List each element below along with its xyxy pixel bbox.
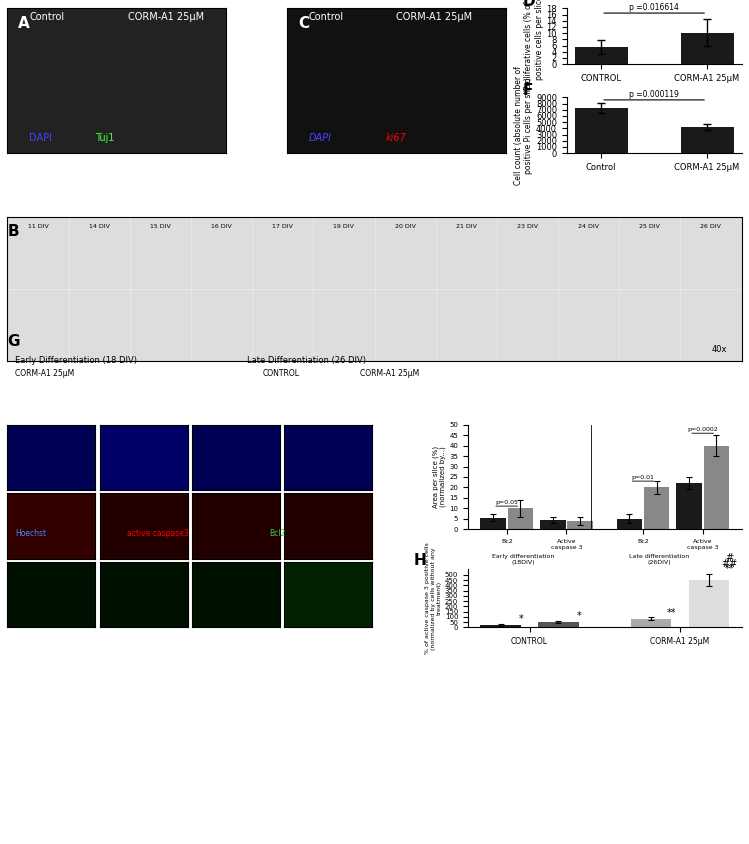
- Text: CORM-A1 25μM: CORM-A1 25μM: [127, 12, 204, 22]
- Text: Late differentiation
(26DIV): Late differentiation (26DIV): [629, 554, 689, 565]
- Text: p=0.0002: p=0.0002: [688, 427, 718, 432]
- Text: CORM-A1 25μM: CORM-A1 25μM: [396, 12, 473, 22]
- Text: CORM-A1 25μM: CORM-A1 25μM: [15, 369, 74, 377]
- Text: F: F: [523, 83, 533, 98]
- Text: G: G: [7, 334, 20, 349]
- Bar: [540, 520, 565, 529]
- Text: C: C: [298, 16, 309, 30]
- Text: DAPI: DAPI: [29, 133, 52, 143]
- Text: Early Differentiation (18 DIV): Early Differentiation (18 DIV): [15, 356, 137, 365]
- Bar: [539, 622, 579, 627]
- Bar: [480, 517, 506, 529]
- Y-axis label: Cell count (absolute number of
positive Pi cells per slice): Cell count (absolute number of positive …: [514, 66, 533, 185]
- Text: ki67: ki67: [386, 133, 406, 143]
- Text: 40x: 40x: [712, 345, 727, 354]
- Text: D: D: [523, 0, 536, 8]
- Y-axis label: Proliferative cells (% of Ki67
positive cells per slice): Proliferative cells (% of Ki67 positive …: [524, 0, 544, 90]
- Bar: [616, 518, 642, 529]
- Text: H: H: [413, 553, 426, 568]
- Bar: [574, 47, 628, 64]
- Bar: [703, 446, 729, 529]
- Text: 15 DIV: 15 DIV: [150, 224, 171, 229]
- Text: 24 DIV: 24 DIV: [578, 224, 599, 229]
- Text: CONTROL: CONTROL: [262, 369, 299, 377]
- Text: 25 DIV: 25 DIV: [640, 224, 660, 229]
- Text: p =0.000119: p =0.000119: [629, 90, 679, 100]
- Bar: [508, 508, 533, 529]
- Text: 20 DIV: 20 DIV: [395, 224, 416, 229]
- Text: Control: Control: [309, 12, 344, 22]
- Bar: [480, 625, 521, 627]
- Bar: [631, 619, 671, 627]
- Text: 26 DIV: 26 DIV: [700, 224, 721, 229]
- Text: *: *: [576, 611, 581, 621]
- Text: B: B: [7, 224, 19, 239]
- Text: ##: ##: [721, 560, 737, 570]
- Text: 11 DIV: 11 DIV: [28, 224, 49, 229]
- Text: A: A: [19, 16, 30, 30]
- Text: Control: Control: [29, 12, 64, 22]
- Text: #
**: # **: [724, 553, 734, 574]
- Text: **: **: [667, 608, 676, 618]
- Text: 16 DIV: 16 DIV: [211, 224, 232, 229]
- Text: 17 DIV: 17 DIV: [273, 224, 293, 229]
- Bar: [688, 580, 729, 627]
- Text: 23 DIV: 23 DIV: [517, 224, 538, 229]
- Bar: [681, 127, 733, 153]
- Text: Late Differentiation (26 DIV): Late Differentiation (26 DIV): [247, 356, 366, 365]
- Bar: [681, 33, 733, 64]
- Text: DAPI: DAPI: [309, 133, 332, 143]
- Text: Tuj1: Tuj1: [95, 133, 115, 143]
- Text: p =0.016614: p =0.016614: [629, 3, 679, 12]
- Y-axis label: Area per slice (%)
(normalized by...): Area per slice (%) (normalized by...): [432, 446, 446, 508]
- Text: active caspase3: active caspase3: [127, 529, 189, 538]
- Legend: CONTROL, CORM-A1 25μM: CONTROL, CORM-A1 25μM: [471, 579, 542, 598]
- Text: p=0.01: p=0.01: [631, 475, 655, 480]
- Text: 14 DIV: 14 DIV: [89, 224, 109, 229]
- Text: 19 DIV: 19 DIV: [333, 224, 354, 229]
- Text: *: *: [518, 614, 524, 625]
- Text: Bcl2: Bcl2: [270, 529, 286, 538]
- Y-axis label: % of active caspase 3 positive cells
(normalized by cells without any
treatment): % of active caspase 3 positive cells (no…: [425, 543, 442, 654]
- Bar: [676, 484, 702, 529]
- Text: 21 DIV: 21 DIV: [456, 224, 476, 229]
- Bar: [567, 521, 592, 529]
- Text: CORM-A1 25μM: CORM-A1 25μM: [360, 369, 419, 377]
- Bar: [574, 108, 628, 153]
- Bar: [644, 487, 670, 529]
- Text: Early differentiation
(18DIV): Early differentiation (18DIV): [492, 554, 554, 565]
- Text: p=0.05: p=0.05: [495, 500, 518, 505]
- Text: Hoechst: Hoechst: [15, 529, 46, 538]
